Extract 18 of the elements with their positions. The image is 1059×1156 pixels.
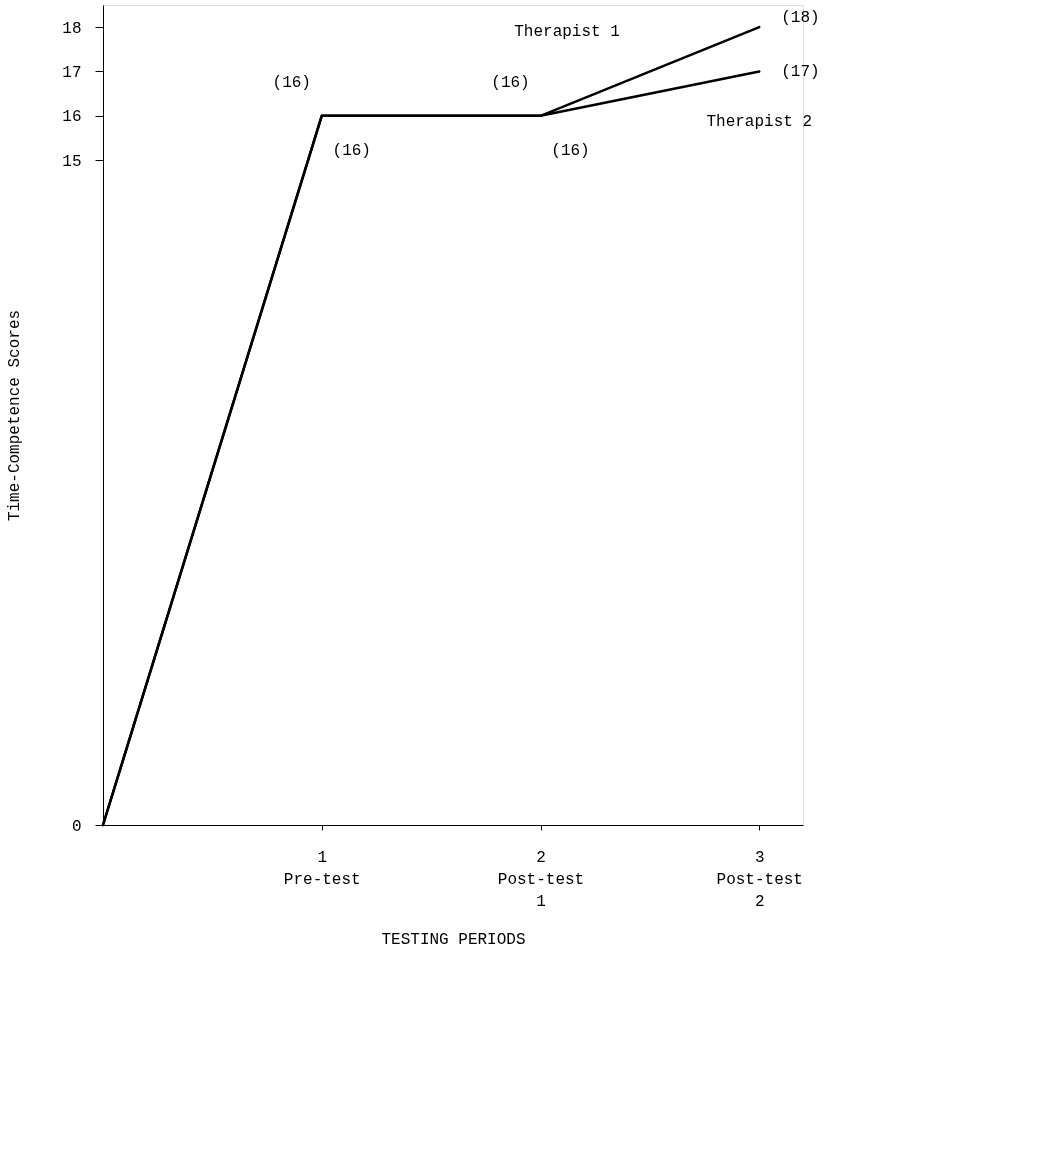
y-tick-label: 16	[62, 108, 82, 127]
data-label: (16)	[272, 73, 311, 92]
y-tick-label: 18	[62, 19, 82, 38]
x-tick-label: 2 Post-test 1	[497, 848, 585, 911]
y-tick-label: 15	[62, 152, 82, 171]
data-label: (17)	[781, 63, 820, 82]
data-label: (16)	[491, 73, 530, 92]
y-axis-title: Time-Competence Scores	[6, 309, 25, 522]
x-axis-title: TESTING PERIODS	[381, 930, 526, 949]
y-tick-label: 0	[71, 817, 82, 836]
text: Therapist 1	[514, 23, 620, 42]
y-tick-label: 17	[62, 63, 82, 82]
data-label: (18)	[781, 9, 820, 28]
x-tick-label: 1 Pre-test	[283, 848, 361, 889]
data-label: (16)	[332, 141, 371, 160]
data-label: (16)	[551, 141, 590, 160]
x-tick-label: 3 Post-test 2	[716, 848, 803, 911]
series-label: Therapist 2	[706, 113, 813, 132]
